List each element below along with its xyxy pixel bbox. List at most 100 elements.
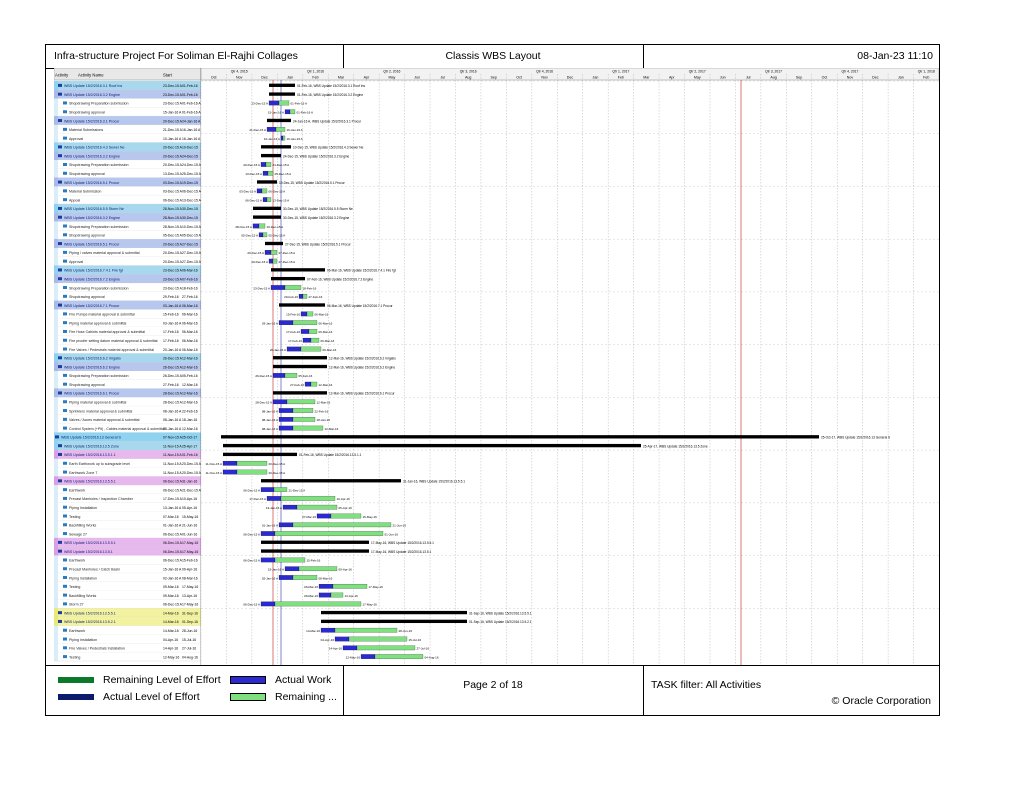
row-indent-strip — [54, 221, 58, 231]
row-type-icon — [63, 321, 67, 325]
bar-finish-label: 16-Jan-16 A — [287, 128, 303, 132]
report-header: Infra-structure Project For Soliman El-R… — [46, 45, 939, 69]
row-type-icon — [58, 452, 62, 456]
row-type-icon — [63, 101, 67, 105]
bar-finish-label: 21-Dec-15 A — [289, 488, 306, 492]
bar-finish-label: 17-May-16 — [369, 585, 384, 589]
row-type-icon — [63, 426, 67, 430]
timeline-month: Oct — [516, 76, 522, 80]
activity-start: 14-Mar-16 — [163, 611, 179, 615]
timeline-quarter: Qtr 3, 2017 — [765, 70, 782, 74]
table-row — [54, 537, 201, 547]
activity-start: 08-Jan-16 A — [163, 427, 182, 431]
table-row — [54, 89, 201, 99]
bar-finish-label: 10-Dec-15 A — [267, 225, 284, 229]
summary-bar — [321, 619, 467, 624]
row-indent-strip — [54, 107, 58, 117]
actual-work-bar — [252, 223, 260, 229]
activity-start: 06-Dec-15 A — [163, 488, 183, 492]
activity-finish: 01-Feb-16 A — [182, 111, 201, 115]
actual-work-bar — [286, 346, 302, 352]
table-row — [54, 151, 201, 161]
bar-start-label: 29-Feb-16 — [284, 295, 298, 299]
activity-name: Precast Manholes / Inspection Chamber — [69, 497, 134, 501]
activity-finish: 12-Mar-16 — [182, 401, 198, 405]
timeline-month: Jul — [440, 76, 445, 80]
bar-finish-label: 15-Jul-16 — [409, 638, 422, 642]
activity-finish: 21-Dec-15 A — [182, 488, 201, 492]
bar-label: 10-Dec-15, WBS Update 15/2/2016.4.3 Sewe… — [293, 146, 364, 150]
remaining-work-bar — [286, 399, 316, 405]
table-row — [54, 116, 201, 125]
bar-start-label: 05-Dec-15 A — [241, 234, 258, 238]
row-type-icon — [58, 119, 62, 123]
row-indent-strip — [54, 485, 58, 495]
row-type-icon — [58, 619, 62, 623]
activity-start: 02-Jan-16 A — [163, 576, 182, 580]
legend-swatch — [230, 676, 266, 684]
bar-label: 17-May-16, WBS Update 15/2/2016.13.5.5.1 — [371, 541, 434, 545]
row-indent-strip — [54, 397, 58, 407]
activity-start: 29-Feb-16 — [163, 295, 179, 299]
row-type-icon — [63, 505, 67, 509]
remaining-work-bar — [292, 417, 316, 422]
bar-finish-label: 17-May-16 — [363, 603, 378, 607]
row-indent-strip — [54, 458, 58, 468]
activity-start: 28-Nov-15 A — [163, 207, 183, 211]
timeline-month: Dec — [261, 76, 268, 80]
actual-work-bar — [278, 408, 294, 413]
row-indent-strip — [54, 406, 58, 415]
timeline-month: Aug — [770, 76, 776, 80]
table-row — [54, 476, 201, 486]
remaining-work-bar — [236, 469, 268, 475]
activity-name: Shopdrawing Preparation submission — [69, 374, 129, 378]
remaining-work-bar — [356, 645, 416, 651]
activity-name: WBS Update 15/2/2016.5.1 Procur — [64, 181, 120, 185]
row-indent-strip — [54, 265, 58, 275]
row-type-icon — [63, 110, 67, 114]
activity-start: 20-Dec-15 A — [163, 260, 183, 264]
remaining-work-bar — [306, 311, 314, 317]
bar-finish-label: 01-Feb-16 A — [291, 102, 308, 106]
row-indent-strip — [54, 441, 58, 451]
bar-finish-label: 21-Jun-16 — [393, 524, 407, 528]
activity-start: 03-Dec-15 A — [163, 181, 183, 185]
row-indent-strip — [54, 256, 58, 266]
actual-work-bar — [278, 320, 294, 325]
bar-start-label: 27-Feb-16 — [290, 383, 304, 387]
actual-work-bar — [278, 575, 294, 580]
bar-start-label: 12-May-16 — [346, 655, 361, 659]
table-row — [54, 423, 201, 433]
activity-start: 23-Dec-15 A — [163, 277, 183, 281]
activity-name: Piping installation — [69, 576, 97, 580]
summary-bar — [257, 180, 277, 184]
activity-finish: 06-Dec-15 A — [182, 190, 201, 194]
summary-bar — [261, 540, 369, 544]
activity-start: 14-Mar-16 — [163, 629, 179, 633]
bar-finish-label: 06-Mar-16 — [319, 330, 333, 334]
activity-start: 06-Dec-15 A — [163, 559, 183, 563]
row-type-icon — [58, 242, 62, 246]
bar-start-label: 21-Dec-15 A — [249, 128, 266, 132]
summary-bar — [221, 435, 819, 439]
activity-start: 06-Dec-15 A — [163, 541, 183, 545]
row-indent-strip — [54, 160, 58, 169]
table-row — [54, 168, 201, 178]
row-type-icon — [63, 233, 67, 237]
table-row — [54, 81, 201, 90]
activity-name: WBS Update 15/2/2016.13.5 Zone — [64, 444, 119, 448]
bar-finish-label: 13-Apr-16 — [345, 594, 359, 598]
bar-start-label: 09-Mar-16 — [304, 585, 318, 589]
bar-start-label: 23-Dec-15 A — [253, 286, 270, 290]
activity-name: Shopdrawing Preparation submission — [69, 225, 129, 229]
activity-finish: 12-Mar-16 — [182, 383, 198, 387]
activity-name: Earthwork — [69, 629, 85, 633]
activity-finish: 12-Mar-16 — [182, 427, 198, 431]
summary-bar — [273, 391, 327, 395]
row-indent-strip — [54, 414, 58, 424]
activity-name: Piping Installation — [69, 638, 97, 642]
activity-finish: 06-Mar-16 — [182, 330, 198, 334]
bar-finish-label: 16-Jan-16 A — [287, 137, 303, 141]
actual-work-bar — [272, 373, 286, 378]
table-row — [54, 274, 201, 284]
